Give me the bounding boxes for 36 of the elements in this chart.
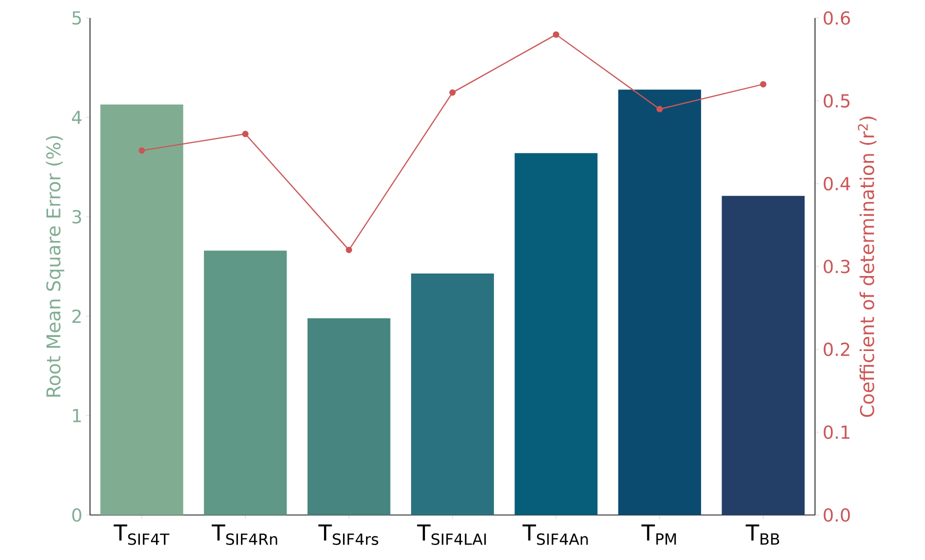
- point: [656, 106, 663, 112]
- bar: [722, 196, 805, 515]
- y2-tick-label: 0.3: [824, 260, 850, 274]
- point: [449, 89, 456, 96]
- bar: [308, 318, 390, 515]
- y2-tick-label: 0.4: [824, 176, 850, 190]
- y-tick-label: 4: [72, 110, 82, 124]
- x-tick-label: T$_{BB}$: [746, 524, 780, 545]
- x-tick-label: T$_{PM}$: [641, 524, 676, 545]
- bar: [100, 104, 184, 515]
- y2-tick-label: 0.2: [824, 342, 850, 356]
- point: [552, 31, 560, 38]
- y2-tick-label: 0.1: [824, 425, 850, 439]
- y2-tick-label: 0.0: [824, 508, 850, 522]
- y-tick-label: 0: [72, 508, 82, 522]
- y-tick-label: 2: [72, 310, 81, 323]
- bar: [618, 90, 702, 515]
- point: [346, 246, 352, 254]
- y2-tick-label: 0.6: [824, 11, 850, 25]
- bar: [411, 273, 494, 515]
- x-tick-label: T$_{SIF4T}$: [114, 524, 170, 545]
- x-tick-label: T$_{SIF4rs}$: [318, 524, 378, 545]
- y-tick-label: 3: [72, 210, 82, 224]
- x-tick-label: T$_{SIF4An}$: [522, 524, 588, 545]
- y-tick-label: 1: [73, 409, 81, 422]
- bar: [204, 250, 287, 515]
- bar: [514, 153, 598, 515]
- point: [760, 81, 766, 88]
- y-tick-label: 5: [72, 11, 81, 25]
- point: [138, 147, 145, 154]
- y-axis-title: Root Mean Square Error (%): [46, 136, 64, 397]
- point: [242, 130, 249, 138]
- x-tick-label: T$_{SIF4LAI}$: [417, 524, 486, 545]
- y2-tick-label: 0.5: [824, 94, 850, 108]
- y2-axis-title: Coefficient of determination (r$^{2}$): [858, 116, 876, 417]
- x-tick-label: T$_{SIF4Rn}$: [212, 524, 278, 545]
